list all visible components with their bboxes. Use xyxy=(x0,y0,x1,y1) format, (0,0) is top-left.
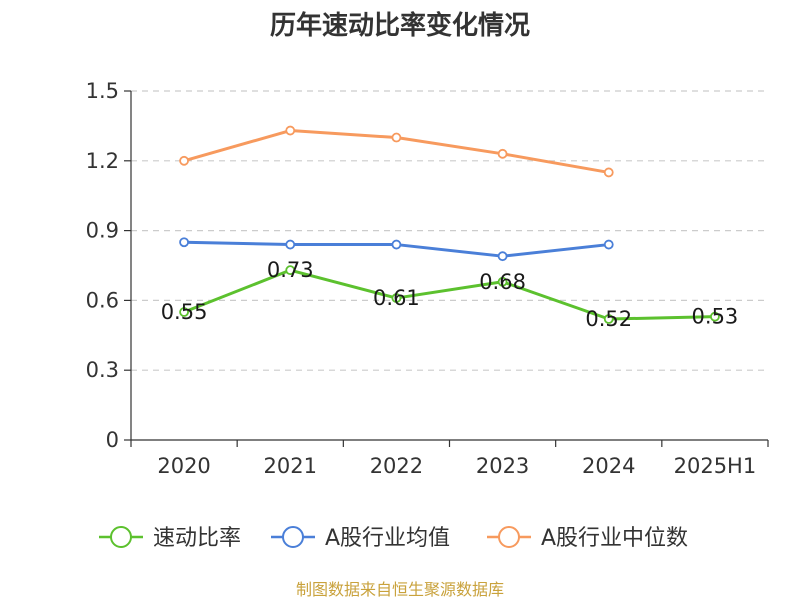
series-point-1 xyxy=(497,251,508,262)
x-tick-label: 2023 xyxy=(476,454,529,478)
x-tick-label: 2024 xyxy=(582,454,635,478)
y-tick-label: 1.2 xyxy=(86,149,119,173)
x-tick-label: 2025H1 xyxy=(674,454,757,478)
series-point-0 xyxy=(710,311,720,322)
legend: 速动比率 A股行业均值 A股行业中位数 xyxy=(99,526,688,551)
series-point-2 xyxy=(497,148,508,159)
chart-title: 历年速动比率变化情况 xyxy=(270,10,530,41)
legend-label-0: 速动比率 xyxy=(153,526,241,551)
series-point-2 xyxy=(603,167,614,178)
legend-marker-2 xyxy=(498,526,520,548)
series-point-1 xyxy=(285,239,296,250)
y-tick-label: 0.9 xyxy=(86,219,119,243)
series-group xyxy=(179,125,720,324)
series-line-0 xyxy=(182,268,717,321)
series-point-1 xyxy=(391,239,402,250)
legend-label-1: A股行业均值 xyxy=(325,526,450,551)
legend-marker-1 xyxy=(282,526,304,548)
data-label: 0.53 xyxy=(692,305,739,329)
axes: 0 0.3 0.6 0.9 1.2 1.5 2020 2021 2022 2023 2024 2025… xyxy=(86,79,769,478)
grid-lines xyxy=(131,90,768,371)
legend-label-2: A股行业中位数 xyxy=(541,526,688,551)
series-point-0 xyxy=(391,293,402,303)
x-tick-label: 2020 xyxy=(157,454,210,478)
data-label: 0.52 xyxy=(585,307,632,331)
data-labels: 0.55 0.73 0.61 0.68 0.52 0.53 xyxy=(161,258,739,331)
x-tick-label: 2022 xyxy=(370,454,423,478)
y-tick-label: 0.6 xyxy=(86,288,119,312)
series-point-2 xyxy=(179,155,189,166)
data-label: 0.55 xyxy=(161,300,208,324)
series-point-0 xyxy=(603,314,614,324)
x-tick-label: 2021 xyxy=(264,454,317,478)
series-point-0 xyxy=(285,265,296,276)
data-label: 0.68 xyxy=(479,270,526,294)
data-label: 0.73 xyxy=(267,258,314,282)
source-note: 制图数据来自恒生聚源数据库 xyxy=(296,580,504,599)
y-tick-label: 0.3 xyxy=(86,358,119,382)
series-point-0 xyxy=(179,307,189,317)
legend-marker-0 xyxy=(110,526,132,548)
series-point-1 xyxy=(179,237,189,248)
series-point-1 xyxy=(603,239,614,250)
y-tick-label: 0 xyxy=(106,428,119,452)
y-tick-label: 1.5 xyxy=(86,79,119,103)
series-point-2 xyxy=(285,125,296,136)
series-point-0 xyxy=(497,276,508,287)
data-label: 0.61 xyxy=(373,286,420,310)
series-point-2 xyxy=(391,132,402,143)
